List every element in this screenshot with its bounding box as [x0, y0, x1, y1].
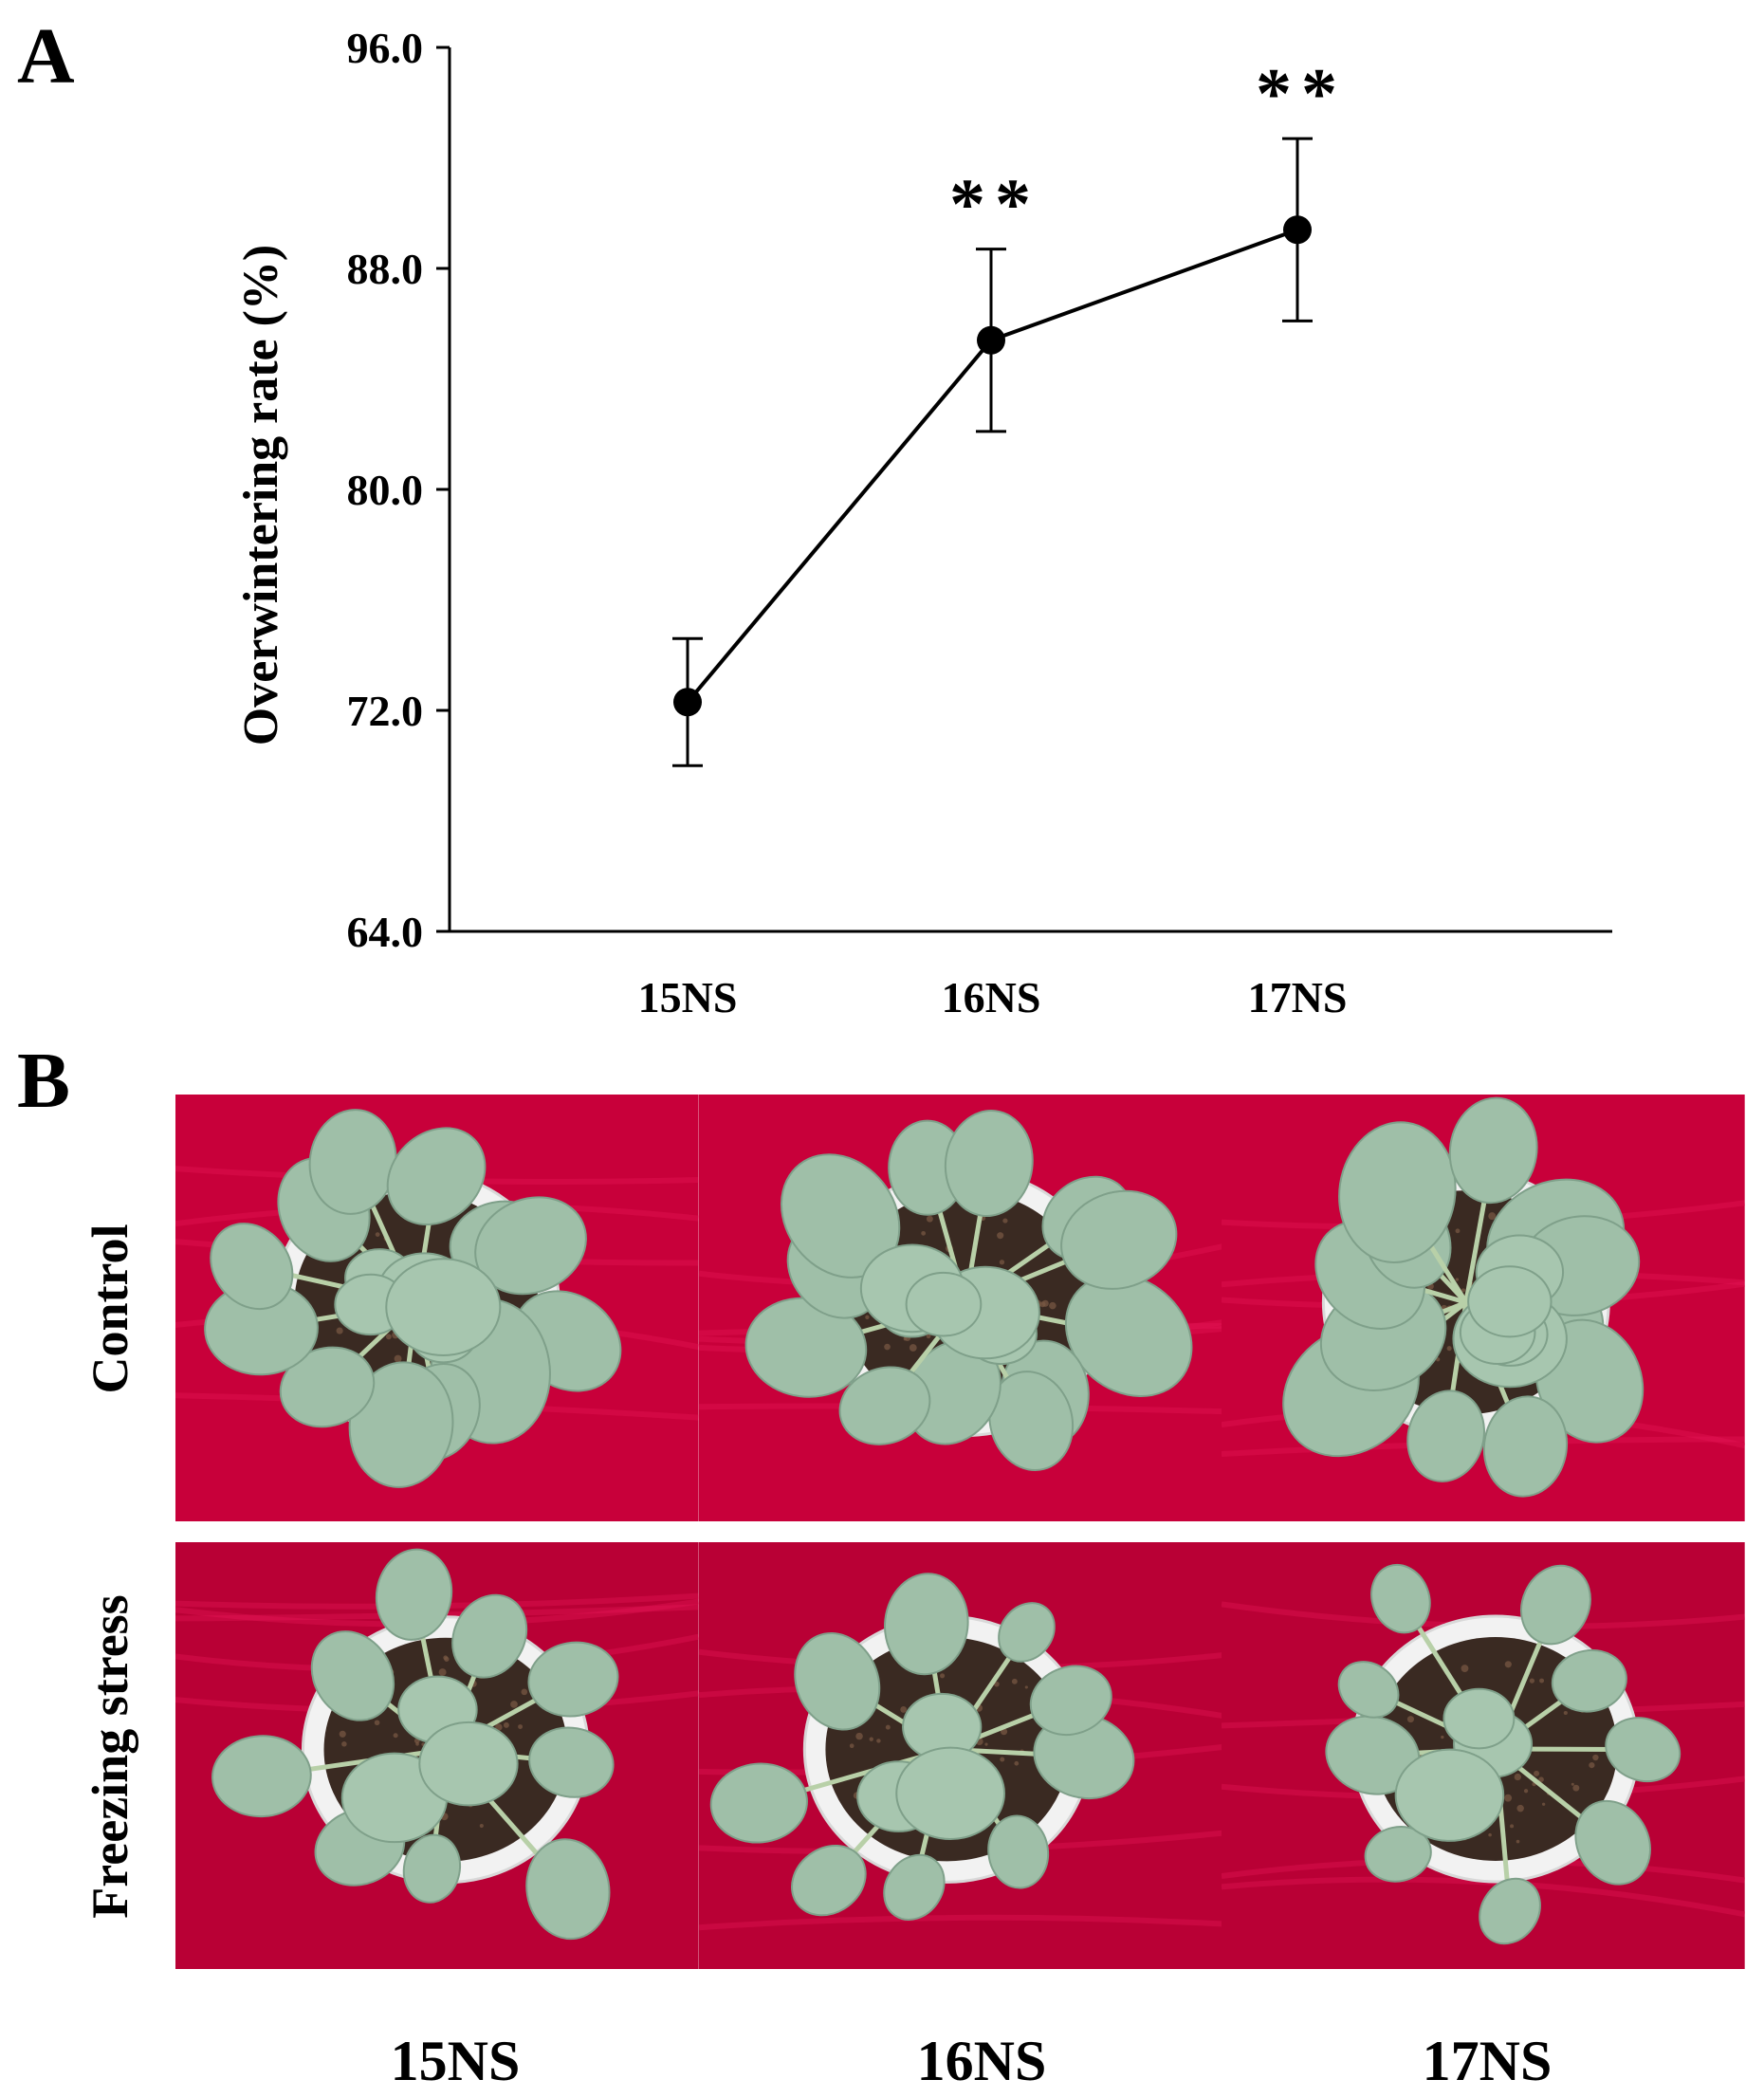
- data-point-1: [977, 325, 1005, 355]
- photo-freezing-15ns: [175, 1542, 699, 1969]
- column-label-17ns: 17NS: [1422, 2030, 1553, 2092]
- plant-photo-drawing: [175, 1095, 699, 1521]
- x-tick-label-1: 16NS: [942, 973, 1041, 1021]
- plant-photo-grid: [175, 1095, 1746, 1999]
- y-tick-label-0: 64.0: [347, 908, 424, 956]
- overwintering-rate-chart: 64.0 72.0 80.0 88.0 96.0 15NS 16NS 17NS ** ** O…: [234, 24, 1612, 1021]
- data-point-0: [673, 688, 702, 717]
- photo-control-16ns: [698, 1095, 1222, 1521]
- y-axis-label: Overwintering rate (%): [234, 245, 288, 745]
- plant-photo-drawing: [698, 1542, 1222, 1969]
- significance-label-2: **: [1256, 54, 1347, 134]
- y-tick-labels: 64.0 72.0 80.0 88.0 96.0: [347, 24, 424, 956]
- plant-photo-drawing: [698, 1095, 1222, 1521]
- photo-row-freezing-stress: [175, 1542, 1746, 1969]
- plant-photo-drawing: [175, 1542, 699, 1969]
- photo-control-15ns: [175, 1095, 699, 1521]
- photo-freezing-17ns: [1222, 1542, 1746, 1969]
- x-tick-label-0: 15NS: [638, 973, 738, 1021]
- row-label-freezing-stress: Freezing stress: [82, 1594, 138, 1919]
- plant-photo-drawing: [1222, 1095, 1746, 1521]
- y-tick-label-3: 88.0: [347, 245, 424, 293]
- photo-control-17ns: [1222, 1095, 1746, 1521]
- y-tick-label-4: 96.0: [347, 24, 424, 72]
- y-tick-label-1: 72.0: [347, 687, 424, 735]
- series-marks: ** **: [672, 54, 1347, 767]
- photo-freezing-16ns: [698, 1542, 1222, 1969]
- plant-photo-drawing: [1222, 1542, 1746, 1969]
- data-point-2: [1283, 215, 1312, 245]
- column-label-15ns: 15NS: [390, 2030, 521, 2092]
- chart-axes: [436, 46, 1612, 933]
- x-tick-labels: 15NS 16NS 17NS: [638, 973, 1348, 1021]
- significance-label-1: **: [949, 165, 1040, 245]
- y-tick-label-2: 80.0: [347, 466, 424, 514]
- row-label-control: Control: [82, 1224, 138, 1394]
- panel-a-label: A: [17, 12, 75, 101]
- panel-b-label: B: [17, 1037, 71, 1125]
- x-tick-label-2: 17NS: [1248, 973, 1348, 1021]
- photo-row-control: [175, 1095, 1746, 1521]
- column-label-16ns: 16NS: [916, 2030, 1047, 2092]
